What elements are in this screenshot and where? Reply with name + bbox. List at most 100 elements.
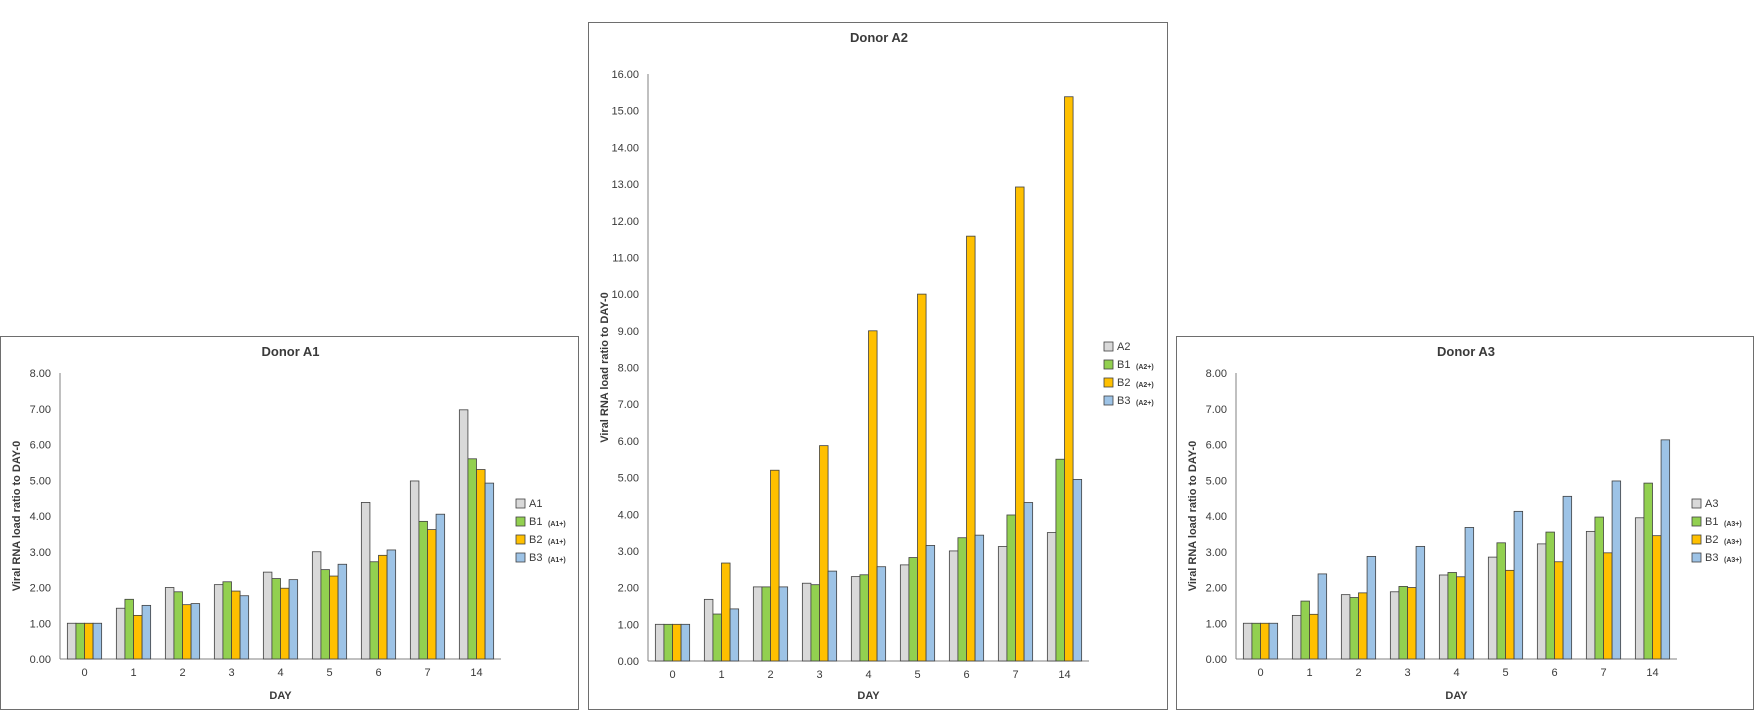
x-tick-label: 4 [865,669,871,681]
bar-b3-day-1 [141,604,152,660]
legend-label-a2: A2 [1117,341,1130,353]
y-tick-label: 7.00 [1206,404,1227,416]
bar-a2-day-2 [752,586,763,662]
bar-a1-day-7 [409,480,420,660]
bar-a1-day-2 [164,587,175,660]
bar-b1-day-3 [1398,586,1408,660]
y-tick-label: 1.00 [30,618,51,630]
bar-a3-day-6 [1536,543,1547,660]
y-tick-label: 1.00 [618,619,639,631]
bar-b1-day-4 [1447,572,1457,660]
bar-b2-day-4 [1456,576,1466,660]
bar-b1-day-6 [1545,531,1555,660]
legend-label-b2: B2 [1117,377,1130,389]
x-tick-label: 6 [1551,667,1557,679]
bar-b3-day-2 [190,603,201,660]
legend-sublabel-b2: (A1+) [548,539,566,546]
x-tick-label: 5 [326,667,332,679]
bar-b1-day-6 [957,537,967,662]
y-tick-label: 4.00 [1206,511,1227,523]
bar-b1-day-0 [1251,622,1261,660]
bar-b1-day-4 [271,578,281,660]
x-tick-label: 7 [1012,669,1018,681]
legend-label-b1: B1 [1117,359,1130,371]
bar-b3-day-1 [1317,573,1328,660]
chart-svg-donor-a3: Donor A3 0.00 1.00 2.00 3.00 4.00 5.00 6.00 7.00… [1187,344,1742,702]
legend-swatch-a1 [515,498,526,509]
bar-a1-day-3 [213,584,224,660]
bar-b3-day-3 [239,595,250,660]
x-tick-label: 3 [1404,667,1410,679]
bar-b2-day-5 [329,575,339,660]
bar-b1-day-14 [1643,482,1653,660]
legend-sublabel-b3: (A2+) [1136,400,1154,407]
bar-b3-day-0 [680,623,691,662]
y-tick-label: 15.00 [611,106,639,118]
x-tick-label: 1 [718,669,724,681]
legend-sublabel-b1: (A3+) [1724,521,1742,528]
bar-b3-day-7 [435,513,446,660]
bar-a2-day-5 [899,564,910,662]
y-tick-label: 16.00 [611,69,639,81]
y-tick-label: 5.00 [1206,475,1227,487]
legend-swatch-b3 [1103,395,1114,406]
x-tick-label: 2 [179,667,185,679]
bar-b2-day-6 [1554,561,1564,660]
bar-b2-day-5 [917,293,927,662]
x-tick-label: 0 [1257,667,1263,679]
bar-b2-day-3 [1407,587,1417,660]
legend-label-b2: B2 [529,534,542,546]
bar-b2-day-2 [182,604,192,660]
bar-b1-day-7 [1594,516,1604,660]
bar-b2-day-3 [231,590,241,660]
bar-a2-day-4 [850,576,861,662]
chart-title: Donor A3 [1437,344,1495,359]
y-tick-label: 7.00 [30,404,51,416]
bar-b2-day-7 [1015,186,1025,662]
bar-a1-day-4 [262,571,273,660]
bar-b3-day-2 [778,586,789,662]
x-tick-label: 6 [375,667,381,679]
x-tick-label: 1 [1306,667,1312,679]
bar-b1-day-7 [1006,514,1016,662]
bar-a1-day-14 [458,409,469,660]
bar-a1-day-5 [311,551,322,660]
y-tick-label: 3.00 [30,547,51,559]
bar-b2-day-7 [1603,552,1613,660]
y-tick-label: 6.00 [1206,440,1227,452]
bar-b1-day-2 [761,586,771,662]
bar-b3-day-5 [337,563,348,660]
legend-label-b2: B2 [1705,534,1718,546]
x-tick-label: 4 [1453,667,1459,679]
chart-panel-donor-a1: Donor A1 0.00 1.00 2.00 3.00 4.00 5.00 6.00 7.00… [0,336,579,710]
bar-b2-day-0 [84,622,94,660]
bar-a1-day-1 [115,607,126,660]
bar-a3-day-3 [1389,591,1400,660]
y-axis-title: Viral RNA load ratio to DAY-0 [599,292,611,443]
x-tick-label: 3 [228,667,234,679]
bar-b3-day-14 [1660,439,1671,660]
legend-swatch-b2 [1691,534,1702,545]
bar-b1-day-1 [124,598,134,660]
bar-b2-day-14 [1652,535,1662,660]
x-tick-label: 0 [81,667,87,679]
bar-b3-day-14 [484,482,495,660]
bar-b1-day-6 [369,561,379,660]
y-tick-label: 11.00 [612,252,639,264]
chart-title: Donor A1 [261,344,319,359]
bar-b3-day-6 [386,549,397,660]
x-tick-label: 7 [1600,667,1606,679]
legend-swatch-b1 [515,516,526,527]
bar-b2-day-6 [966,235,976,662]
x-tick-label: 2 [767,669,773,681]
bar-b1-day-1 [712,613,722,662]
bar-a3-day-14 [1634,517,1645,660]
y-tick-label: 0.00 [30,654,51,666]
chart-panel-donor-a3: Donor A3 0.00 1.00 2.00 3.00 4.00 5.00 6.00 7.00… [1176,336,1754,710]
y-tick-label: 4.00 [30,511,51,523]
bar-b2-day-1 [1309,613,1319,660]
bar-a3-day-1 [1291,614,1302,660]
legend-swatch-b1 [1691,516,1702,527]
bar-a1-day-0 [66,622,77,660]
y-tick-label: 7.00 [618,399,639,411]
